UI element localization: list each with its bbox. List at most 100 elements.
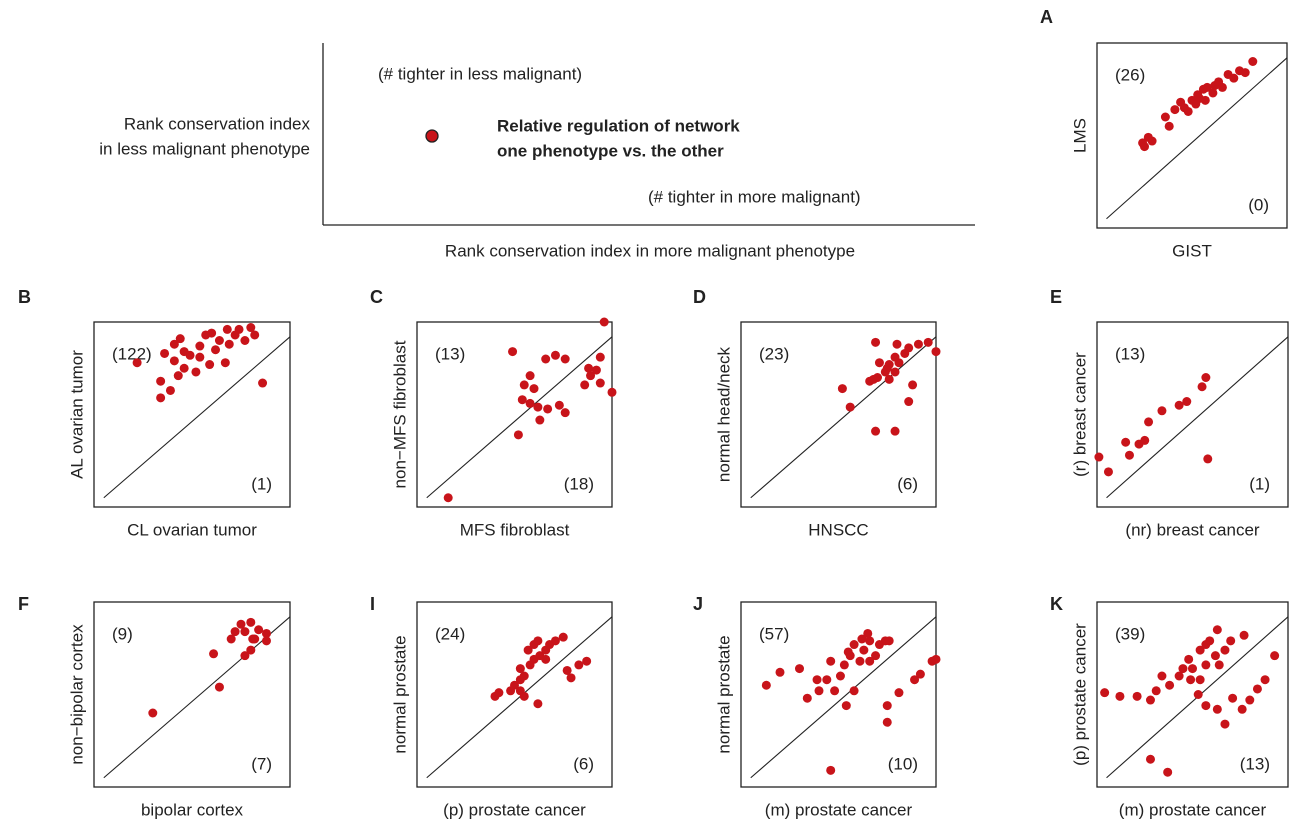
point [1151, 686, 1161, 696]
point [508, 347, 518, 357]
point [554, 400, 564, 410]
point [761, 680, 771, 690]
point [835, 671, 845, 681]
point [517, 395, 527, 405]
point [560, 354, 570, 364]
point [1164, 121, 1174, 131]
point [923, 337, 933, 347]
x-axis-label: (p) prostate cancer [443, 800, 586, 819]
point [195, 341, 205, 351]
point [892, 339, 902, 349]
y-axis-label: AL ovarian tumor [67, 350, 86, 479]
point [169, 356, 179, 366]
point [839, 660, 849, 670]
point [865, 656, 875, 666]
point [1163, 767, 1173, 777]
point [169, 339, 179, 349]
point [826, 656, 836, 666]
lower-count: (1) [1249, 474, 1270, 493]
x-axis-label: (m) prostate cancer [1119, 800, 1267, 819]
point [882, 717, 892, 727]
upper-count: (39) [1115, 624, 1145, 643]
point [1248, 57, 1258, 66]
point [515, 664, 525, 674]
point [1186, 675, 1196, 685]
point [882, 363, 892, 373]
point [246, 617, 256, 627]
point [443, 493, 453, 503]
point [550, 636, 560, 646]
point [240, 336, 250, 345]
lower-count: (7) [251, 754, 272, 773]
point [1195, 645, 1205, 655]
lower-count: (0) [1248, 195, 1269, 214]
point [1195, 675, 1205, 685]
key-y-label: in less malignant phenotype [99, 139, 310, 158]
point [931, 654, 941, 664]
lower-count: (6) [897, 474, 918, 493]
point [874, 358, 884, 368]
point [871, 651, 881, 661]
lower-count: (13) [1240, 754, 1270, 773]
point [1201, 373, 1211, 382]
point [1240, 68, 1250, 78]
point [209, 649, 219, 659]
point [220, 358, 230, 368]
point [1214, 660, 1224, 670]
point [849, 686, 859, 696]
panel: D HNSCC normal head/neck (23) (6) [693, 287, 941, 539]
point [566, 673, 576, 683]
panel: E (nr) breast cancer (r) breast cancer (13)… [1050, 287, 1289, 539]
point [195, 352, 205, 362]
panel-letter: E [1050, 287, 1062, 307]
point [595, 378, 605, 388]
diagonal [1106, 336, 1289, 499]
point [258, 378, 268, 388]
point [884, 374, 894, 384]
point [1203, 454, 1213, 464]
plot-box [1096, 601, 1289, 788]
point [910, 675, 920, 685]
point [519, 671, 529, 681]
plot-box [416, 321, 613, 508]
point [523, 645, 533, 655]
point [599, 317, 609, 327]
upper-count: (122) [112, 344, 152, 363]
point [165, 385, 175, 395]
key-dot-label: one phenotype vs. the other [497, 141, 724, 160]
point [1193, 690, 1203, 699]
point [574, 660, 584, 670]
diagonal [426, 336, 613, 499]
y-axis-label: (p) prostate cancer [1070, 623, 1089, 766]
point [591, 365, 601, 375]
lower-count: (18) [564, 474, 594, 493]
point [261, 636, 271, 646]
point [1202, 82, 1212, 92]
point [1145, 695, 1155, 705]
point [814, 686, 824, 696]
point [179, 363, 189, 373]
point [1115, 691, 1125, 701]
key-y-label: Rank conservation index [124, 114, 311, 133]
point [1237, 704, 1247, 714]
panel-letter: C [370, 287, 383, 307]
point [191, 367, 201, 377]
diagonal [750, 336, 937, 499]
point [580, 380, 590, 390]
point [1103, 467, 1113, 477]
point [1212, 704, 1222, 714]
diagonal [103, 616, 291, 779]
x-axis-label: (m) prostate cancer [765, 800, 913, 819]
point [1094, 452, 1104, 462]
point [1220, 719, 1230, 729]
point [1188, 664, 1197, 674]
point [1260, 675, 1270, 685]
point [871, 337, 881, 347]
point [859, 645, 869, 655]
point [843, 647, 853, 657]
point [1217, 82, 1227, 92]
plot-box [740, 601, 937, 788]
y-axis-label: normal prostate [390, 635, 409, 753]
